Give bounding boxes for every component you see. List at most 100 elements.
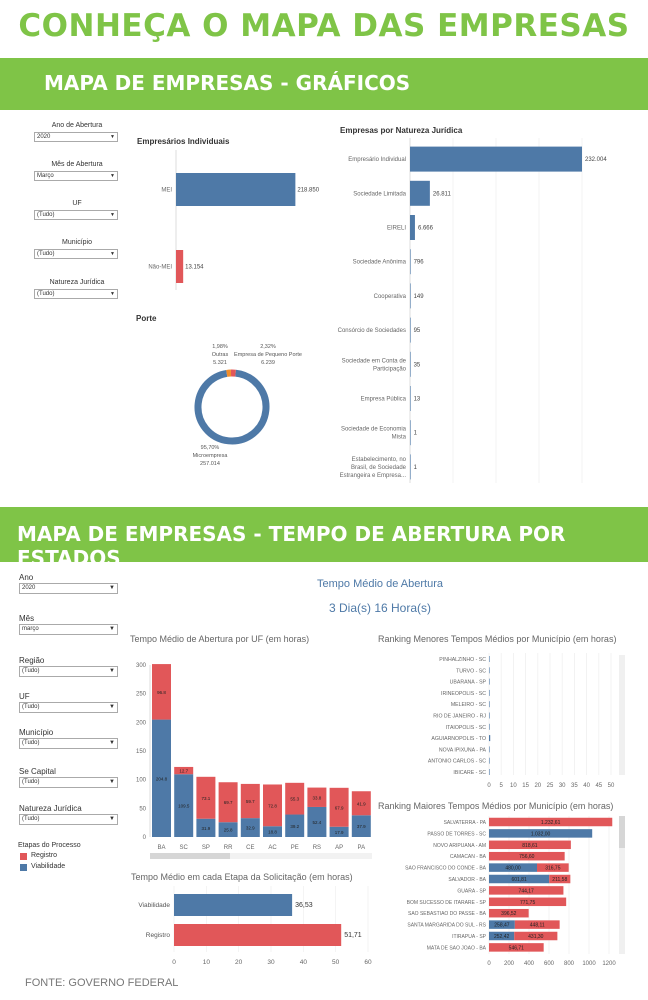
filter-select[interactable]: Março ▼ bbox=[34, 171, 118, 181]
category-label: Empresa Pública bbox=[361, 397, 407, 403]
scrollbar-track bbox=[619, 655, 625, 775]
bar bbox=[174, 924, 342, 946]
category-label: AGUIARNOPOLIS - TO bbox=[431, 736, 486, 742]
pie-slice bbox=[194, 369, 270, 445]
tick-label: 5 bbox=[500, 783, 504, 789]
bar bbox=[410, 283, 411, 309]
chart-title-etapa: Tempo Médio em cada Etapa da Solicitação… bbox=[131, 872, 353, 882]
category-label: BA bbox=[157, 845, 165, 851]
legend-label-registro[interactable]: Registro bbox=[31, 852, 58, 859]
filter-label: UF bbox=[72, 200, 82, 207]
category-label: EIRELI bbox=[387, 226, 406, 232]
pie-label: Empresa de Pequeno Porte bbox=[234, 352, 302, 358]
section-title: MAPA DE EMPRESAS - GRÁFICOS bbox=[44, 71, 411, 95]
pie-label: 6.239 bbox=[261, 360, 275, 366]
data-label: 31.9 bbox=[202, 826, 211, 831]
category-label: RIO DE JANEIRO - RJ bbox=[433, 714, 486, 720]
tick-label: 0 bbox=[487, 961, 491, 967]
filter-label: Se Capital bbox=[19, 767, 56, 776]
category-label: PA bbox=[358, 845, 366, 851]
bar-viabilidade bbox=[489, 874, 550, 884]
tick-label: 40 bbox=[300, 959, 308, 966]
filter-select[interactable]: (Tudo) ▼ bbox=[34, 249, 118, 259]
data-label: 26.811 bbox=[433, 191, 452, 197]
data-label: 33.8 bbox=[313, 795, 322, 800]
pie-label: Microempresa bbox=[193, 453, 229, 459]
bar bbox=[489, 689, 490, 696]
filter-select[interactable]: março ▼ bbox=[19, 624, 118, 635]
category-label: Sociedade Limitada bbox=[353, 191, 406, 197]
tick-label: 200 bbox=[504, 961, 515, 967]
bar bbox=[489, 769, 490, 775]
pie-label: 2,32% bbox=[260, 344, 276, 350]
bar bbox=[489, 723, 490, 730]
category-label: ITIRAPUA - SP bbox=[452, 934, 487, 940]
data-label: 744,17 bbox=[519, 888, 535, 894]
filter-select[interactable]: (Tudo) ▼ bbox=[34, 289, 118, 299]
bar bbox=[176, 250, 184, 283]
bar bbox=[410, 249, 411, 275]
category-label: MEI bbox=[161, 188, 172, 194]
category-label: Não-MEI bbox=[148, 265, 172, 271]
data-label: 36,53 bbox=[295, 902, 313, 909]
category-label: PINHALZINHO - SC bbox=[439, 657, 486, 663]
bar-viabilidade bbox=[174, 774, 194, 837]
category-label: Viabilidade bbox=[138, 902, 170, 909]
legend-swatch-registro bbox=[20, 853, 27, 860]
filter-value: (Tudo) bbox=[22, 816, 40, 822]
tick-label: 400 bbox=[524, 961, 535, 967]
tick-label: 10 bbox=[510, 783, 517, 789]
filter-select[interactable]: 2020 ▼ bbox=[19, 583, 118, 594]
category-label: RR bbox=[224, 845, 233, 851]
category-label: Mista bbox=[392, 435, 407, 441]
bar bbox=[410, 317, 411, 343]
data-label: 37.9 bbox=[357, 824, 366, 829]
filter-select[interactable]: (Tudo) ▼ bbox=[19, 666, 118, 677]
tick-label: 1000 bbox=[582, 961, 596, 967]
chevron-down-icon: ▼ bbox=[109, 668, 115, 674]
category-label: Estrangeira e Empresa... bbox=[340, 473, 407, 479]
filter-select[interactable]: (Tudo) ▼ bbox=[19, 777, 118, 788]
chart-empresarios-individuais: MEI 218.850 Não-MEI 13.154 bbox=[148, 150, 320, 290]
data-label: 448,11 bbox=[530, 923, 545, 929]
bar-registro bbox=[174, 766, 194, 775]
chevron-down-icon: ▼ bbox=[110, 251, 115, 257]
category-label: AC bbox=[268, 845, 277, 851]
chevron-down-icon: ▼ bbox=[109, 585, 115, 591]
filter-select[interactable]: 2020 ▼ bbox=[34, 132, 118, 142]
filter-select[interactable]: (Tudo) ▼ bbox=[34, 210, 118, 220]
filter-value: março bbox=[22, 626, 39, 632]
chart-porte: 1,98% Outras 5.321 2,32% Empresa de Pequeno … bbox=[193, 344, 302, 467]
bar bbox=[410, 146, 582, 172]
pie-label: Outras bbox=[212, 352, 229, 358]
bar-registro bbox=[263, 784, 282, 827]
filter-label: Município bbox=[62, 239, 92, 246]
tick-label: 50 bbox=[139, 806, 146, 812]
tick-label: 600 bbox=[544, 961, 555, 967]
category-label: PASSO DE TORRES - SC bbox=[427, 831, 486, 837]
filter-select[interactable]: (Tudo) ▼ bbox=[19, 738, 118, 749]
bar-registro bbox=[549, 874, 571, 884]
bar-registro bbox=[489, 897, 567, 907]
filter-label: Ano bbox=[19, 573, 34, 582]
bar bbox=[176, 173, 296, 206]
pie-label: 1,98% bbox=[212, 344, 228, 350]
bar-viabilidade bbox=[285, 814, 305, 837]
chevron-down-icon: ▼ bbox=[109, 740, 115, 746]
category-label: SC bbox=[180, 845, 189, 851]
category-label: IBICARE - SC bbox=[453, 770, 486, 776]
chart-menores-tempos: 0 5 10 15 20 25 30 35 40 45 50 PINHALZINHO - SC TURV… bbox=[428, 653, 625, 789]
chart-title-porte: Porte bbox=[136, 314, 157, 323]
filter-select[interactable]: (Tudo) ▼ bbox=[19, 702, 118, 713]
tick-label: 0 bbox=[143, 835, 147, 841]
filter-select[interactable]: (Tudo) ▼ bbox=[19, 814, 118, 825]
bar-registro bbox=[307, 787, 327, 807]
bar-registro bbox=[329, 787, 349, 827]
category-label: Sociedade em Conta de bbox=[342, 358, 407, 364]
bar-viabilidade bbox=[240, 818, 260, 837]
bar-viabilidade bbox=[489, 863, 537, 872]
legend-label-viabilidade[interactable]: Viabilidade bbox=[31, 863, 66, 870]
category-label: RS bbox=[313, 845, 321, 851]
category-label: TURVO - SC bbox=[456, 668, 486, 674]
bar-registro bbox=[196, 776, 216, 819]
